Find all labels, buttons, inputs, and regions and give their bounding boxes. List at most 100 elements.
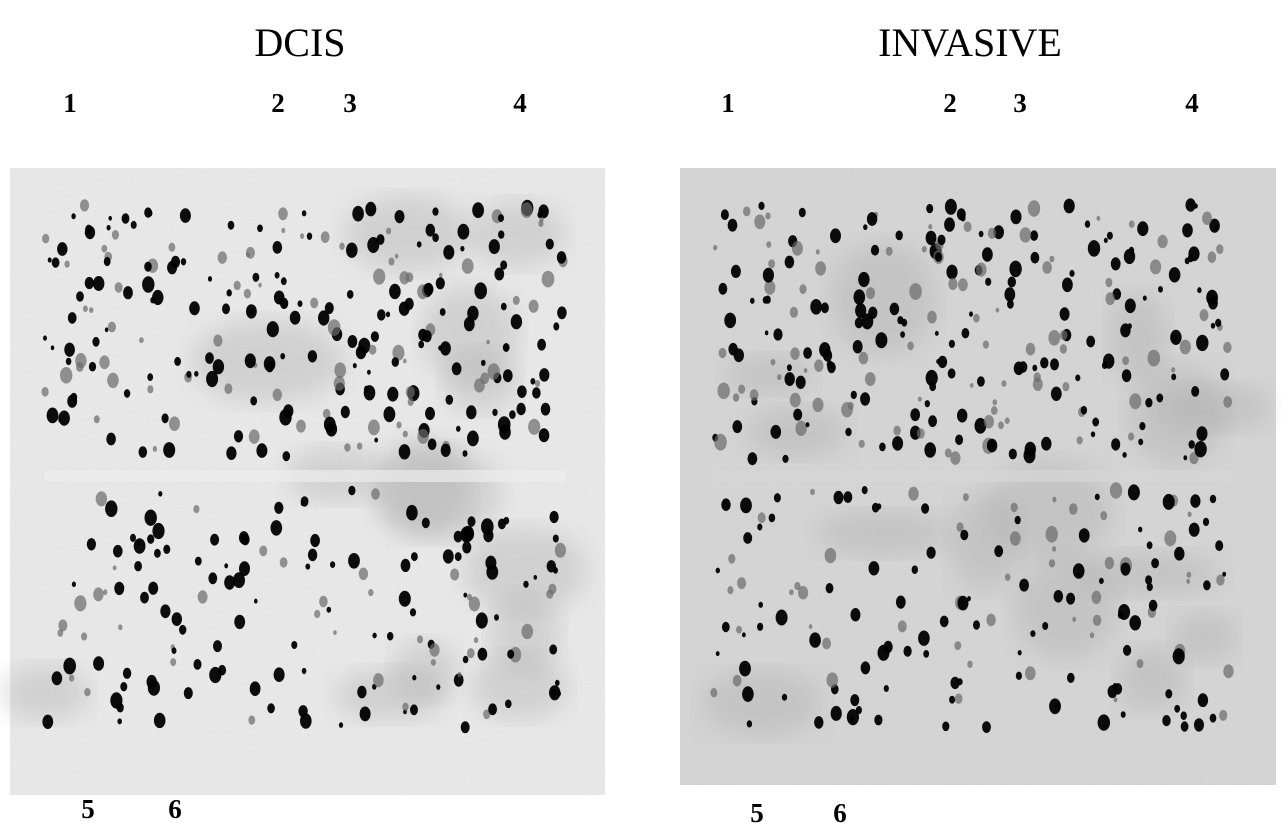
spot bbox=[1171, 373, 1177, 381]
spot bbox=[833, 490, 844, 505]
spot bbox=[226, 289, 232, 297]
spot bbox=[737, 577, 747, 590]
spot bbox=[120, 682, 128, 692]
blot-haze bbox=[334, 668, 447, 722]
spot bbox=[1186, 578, 1190, 584]
spot bbox=[765, 212, 771, 220]
spot bbox=[106, 432, 116, 446]
spot bbox=[416, 241, 422, 248]
spot bbox=[193, 659, 202, 670]
spot bbox=[457, 223, 470, 240]
spot bbox=[815, 261, 826, 276]
spot bbox=[71, 213, 76, 220]
spot bbox=[1025, 666, 1036, 681]
spot bbox=[1112, 683, 1119, 691]
blot-haze bbox=[1108, 292, 1169, 381]
spot bbox=[934, 330, 939, 336]
spot bbox=[1171, 367, 1176, 373]
spot bbox=[961, 328, 970, 339]
spot bbox=[1123, 644, 1132, 656]
spot bbox=[944, 198, 957, 215]
spot bbox=[784, 255, 795, 269]
spot bbox=[908, 486, 919, 501]
spot bbox=[1196, 426, 1208, 441]
spot bbox=[977, 376, 985, 387]
spot bbox=[552, 534, 559, 543]
spot bbox=[1113, 697, 1118, 703]
spot bbox=[254, 598, 258, 604]
spot bbox=[398, 444, 411, 460]
spot bbox=[986, 613, 996, 627]
spot bbox=[1137, 221, 1149, 237]
spot bbox=[1076, 436, 1083, 445]
spot bbox=[344, 443, 351, 452]
spot bbox=[368, 589, 374, 597]
spot bbox=[167, 260, 178, 275]
spot bbox=[368, 419, 380, 436]
spot bbox=[557, 306, 567, 320]
spot bbox=[1223, 664, 1234, 679]
spot bbox=[728, 553, 736, 564]
spot bbox=[892, 436, 904, 451]
spot bbox=[808, 624, 813, 630]
spot bbox=[789, 306, 799, 318]
spot bbox=[1025, 342, 1036, 356]
spot bbox=[463, 316, 475, 332]
spot bbox=[516, 402, 526, 416]
spot bbox=[142, 276, 155, 293]
spot bbox=[929, 381, 937, 392]
lane-label: 5 bbox=[750, 798, 764, 828]
spot bbox=[113, 544, 123, 558]
spot bbox=[1069, 269, 1075, 277]
spot bbox=[810, 488, 815, 496]
spot bbox=[1062, 382, 1070, 392]
spot bbox=[93, 415, 100, 424]
spot bbox=[538, 428, 550, 443]
spot bbox=[921, 245, 927, 253]
spot bbox=[985, 277, 992, 286]
spot bbox=[1019, 578, 1029, 592]
spot bbox=[1183, 455, 1188, 461]
spot bbox=[497, 416, 511, 433]
spot bbox=[1010, 209, 1022, 225]
spot bbox=[768, 259, 775, 269]
spot bbox=[1110, 257, 1121, 271]
spot bbox=[122, 667, 132, 679]
lane-label: 3 bbox=[343, 88, 357, 118]
spot bbox=[528, 418, 541, 435]
spot bbox=[528, 299, 539, 313]
spot bbox=[1109, 482, 1123, 499]
spot bbox=[903, 645, 912, 657]
spot bbox=[273, 667, 285, 682]
spot bbox=[453, 673, 464, 687]
spot bbox=[754, 214, 766, 230]
lane-label: 3 bbox=[1013, 88, 1027, 118]
spot bbox=[1127, 484, 1140, 501]
spot bbox=[306, 232, 313, 240]
spot bbox=[743, 206, 751, 217]
spot bbox=[326, 606, 332, 613]
spot bbox=[944, 217, 955, 232]
spot bbox=[1091, 590, 1102, 605]
spot bbox=[1147, 349, 1161, 367]
spot bbox=[206, 370, 219, 388]
spot bbox=[168, 242, 176, 252]
spot bbox=[462, 655, 469, 664]
spot bbox=[226, 446, 237, 461]
spot bbox=[154, 548, 161, 558]
spot bbox=[107, 321, 116, 333]
spot bbox=[274, 501, 284, 514]
spot bbox=[233, 572, 245, 589]
spot bbox=[481, 359, 486, 366]
spot bbox=[213, 334, 223, 347]
spot bbox=[86, 538, 96, 551]
spot bbox=[1052, 546, 1057, 552]
spot bbox=[51, 257, 60, 268]
spot bbox=[921, 503, 930, 514]
spot bbox=[1168, 267, 1181, 283]
spot bbox=[1170, 334, 1177, 343]
spot bbox=[272, 241, 283, 254]
spot bbox=[509, 410, 516, 419]
spot bbox=[163, 442, 176, 458]
spot bbox=[473, 637, 479, 644]
